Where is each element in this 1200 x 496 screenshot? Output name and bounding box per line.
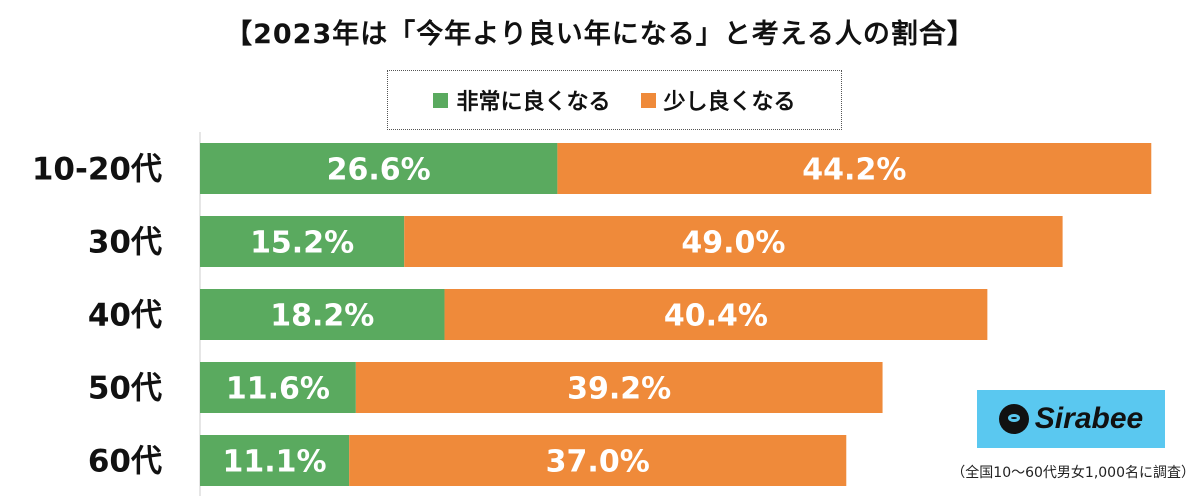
legend-swatch-series-2 xyxy=(640,92,656,108)
sirabee-logo-icon xyxy=(998,404,1029,434)
data-label-series-1: 15.2% xyxy=(250,226,354,261)
chart-title: 【2023年は「今年より良い年になる」と考える人の割合】 xyxy=(225,19,975,50)
category-label: 60代 xyxy=(88,444,162,480)
legend-item-series-2: 少し良くなる xyxy=(640,84,796,116)
legend-label-series-1: 非常に良くなる xyxy=(456,90,611,115)
legend-label-series-2: 少し良くなる xyxy=(663,90,796,115)
bar-segment-series-2 xyxy=(404,216,1063,267)
category-label: 30代 xyxy=(88,225,162,261)
data-label-series-2: 49.0% xyxy=(681,226,785,261)
bar-segment-series-2 xyxy=(444,289,988,340)
bar-segment-series-1 xyxy=(200,435,350,486)
bar-segment-series-2 xyxy=(557,143,1152,194)
sirabee-logo: Sirabee xyxy=(977,390,1165,448)
data-label-series-2: 37.0% xyxy=(546,445,650,480)
survey-note: （全国10～60代男女1,000名に調査） xyxy=(951,465,1195,481)
data-label-series-1: 11.6% xyxy=(226,372,330,407)
data-label-series-2: 44.2% xyxy=(802,153,906,188)
data-label-series-1: 26.6% xyxy=(327,153,431,188)
data-label-series-2: 40.4% xyxy=(664,299,768,334)
category-label: 50代 xyxy=(88,371,162,407)
legend: 非常に良くなる 少し良くなる xyxy=(387,70,842,130)
bar-segment-series-1 xyxy=(200,362,356,413)
bar-segment-series-2 xyxy=(349,435,847,486)
sirabee-logo-text: Sirabee xyxy=(1034,402,1144,435)
bar-segment-series-2 xyxy=(355,362,883,413)
bar-segment-series-1 xyxy=(200,289,445,340)
category-label: 40代 xyxy=(88,298,162,334)
data-label-series-1: 11.1% xyxy=(223,445,327,480)
category-label: 10-20代 xyxy=(32,152,162,188)
data-label-series-2: 39.2% xyxy=(567,372,671,407)
legend-swatch-series-1 xyxy=(433,92,449,108)
legend-item-series-1: 非常に良くなる xyxy=(433,84,611,116)
bar-segment-series-1 xyxy=(200,143,558,194)
data-label-series-1: 18.2% xyxy=(270,299,374,334)
bar-segment-series-1 xyxy=(200,216,405,267)
